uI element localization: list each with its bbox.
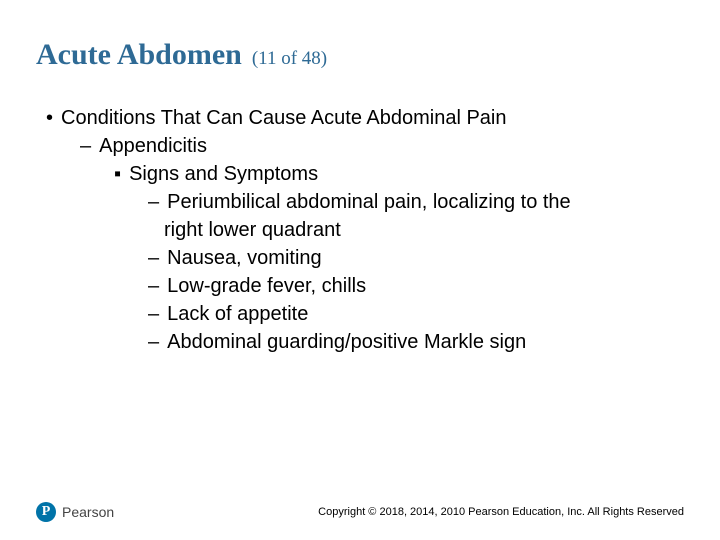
bullet-text: Low-grade fever, chills: [167, 272, 684, 300]
dash-icon: –: [148, 328, 167, 356]
bullet-text: Periumbilical abdominal pain, localizing…: [167, 188, 684, 216]
bullet-level-3: ▪ Signs and Symptoms: [114, 160, 684, 188]
logo-letter: P: [42, 504, 51, 520]
content-block: • Conditions That Can Cause Acute Abdomi…: [36, 104, 684, 356]
bullet-text: Nausea, vomiting: [167, 244, 684, 272]
bullet-level-1: • Conditions That Can Cause Acute Abdomi…: [46, 104, 684, 132]
bullet-text: Appendicitis: [99, 132, 684, 160]
bullet-level-4: – Low-grade fever, chills: [148, 272, 684, 300]
bullet-level-4: – Nausea, vomiting: [148, 244, 684, 272]
logo-mark-icon: P: [36, 502, 56, 522]
dot-icon: •: [46, 104, 61, 132]
logo-text: Pearson: [62, 504, 114, 520]
bullet-text: Abdominal guarding/positive Markle sign: [167, 328, 684, 356]
slide: Acute Abdomen (11 of 48) • Conditions Th…: [0, 0, 720, 540]
title-line: Acute Abdomen (11 of 48): [36, 38, 684, 72]
bullet-text: Lack of appetite: [167, 300, 684, 328]
slide-title: Acute Abdomen: [36, 38, 242, 72]
bullet-text: Conditions That Can Cause Acute Abdomina…: [61, 104, 684, 132]
square-icon: ▪: [114, 160, 129, 188]
bullet-level-2: – Appendicitis: [80, 132, 684, 160]
dash-icon: –: [80, 132, 99, 160]
brand-logo: P Pearson: [36, 502, 114, 522]
bullet-level-4-wrap: right lower quadrant: [164, 216, 684, 244]
dash-icon: –: [148, 244, 167, 272]
bullet-level-4: – Abdominal guarding/positive Markle sig…: [148, 328, 684, 356]
dash-icon: –: [148, 188, 167, 216]
dash-icon: –: [148, 300, 167, 328]
bullet-level-4: – Periumbilical abdominal pain, localizi…: [148, 188, 684, 216]
bullet-text: Signs and Symptoms: [129, 160, 684, 188]
footer: P Pearson Copyright © 2018, 2014, 2010 P…: [0, 502, 720, 522]
slide-subtitle: (11 of 48): [252, 48, 327, 70]
bullet-text: right lower quadrant: [164, 216, 684, 244]
copyright-text: Copyright © 2018, 2014, 2010 Pearson Edu…: [318, 506, 684, 518]
dash-icon: –: [148, 272, 167, 300]
bullet-level-4: – Lack of appetite: [148, 300, 684, 328]
